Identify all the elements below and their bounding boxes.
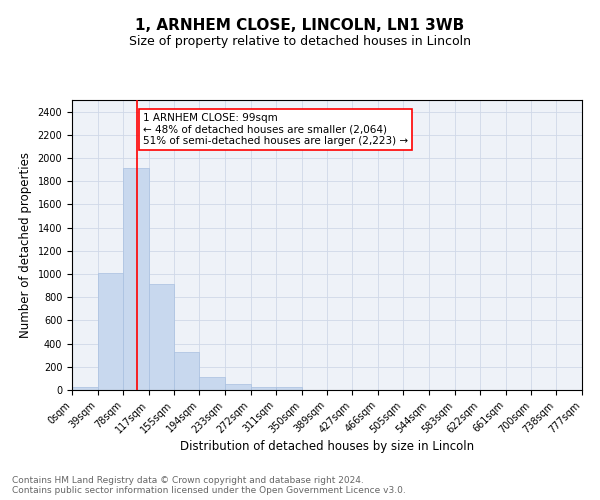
Y-axis label: Number of detached properties: Number of detached properties <box>19 152 32 338</box>
Bar <box>123 168 149 390</box>
Bar <box>72 387 98 390</box>
Text: 1, ARNHEM CLOSE, LINCOLN, LN1 3WB: 1, ARNHEM CLOSE, LINCOLN, LN1 3WB <box>136 18 464 32</box>
Bar <box>174 352 199 390</box>
Bar <box>149 284 174 390</box>
X-axis label: Distribution of detached houses by size in Lincoln: Distribution of detached houses by size … <box>180 440 474 454</box>
Bar <box>251 386 276 390</box>
Text: Size of property relative to detached houses in Lincoln: Size of property relative to detached ho… <box>129 35 471 48</box>
Text: Contains HM Land Registry data © Crown copyright and database right 2024.
Contai: Contains HM Land Registry data © Crown c… <box>12 476 406 495</box>
Text: 1 ARNHEM CLOSE: 99sqm
← 48% of detached houses are smaller (2,064)
51% of semi-d: 1 ARNHEM CLOSE: 99sqm ← 48% of detached … <box>143 113 408 146</box>
Bar <box>199 377 225 390</box>
Bar <box>225 384 251 390</box>
Bar <box>98 273 123 390</box>
Bar <box>276 387 302 390</box>
